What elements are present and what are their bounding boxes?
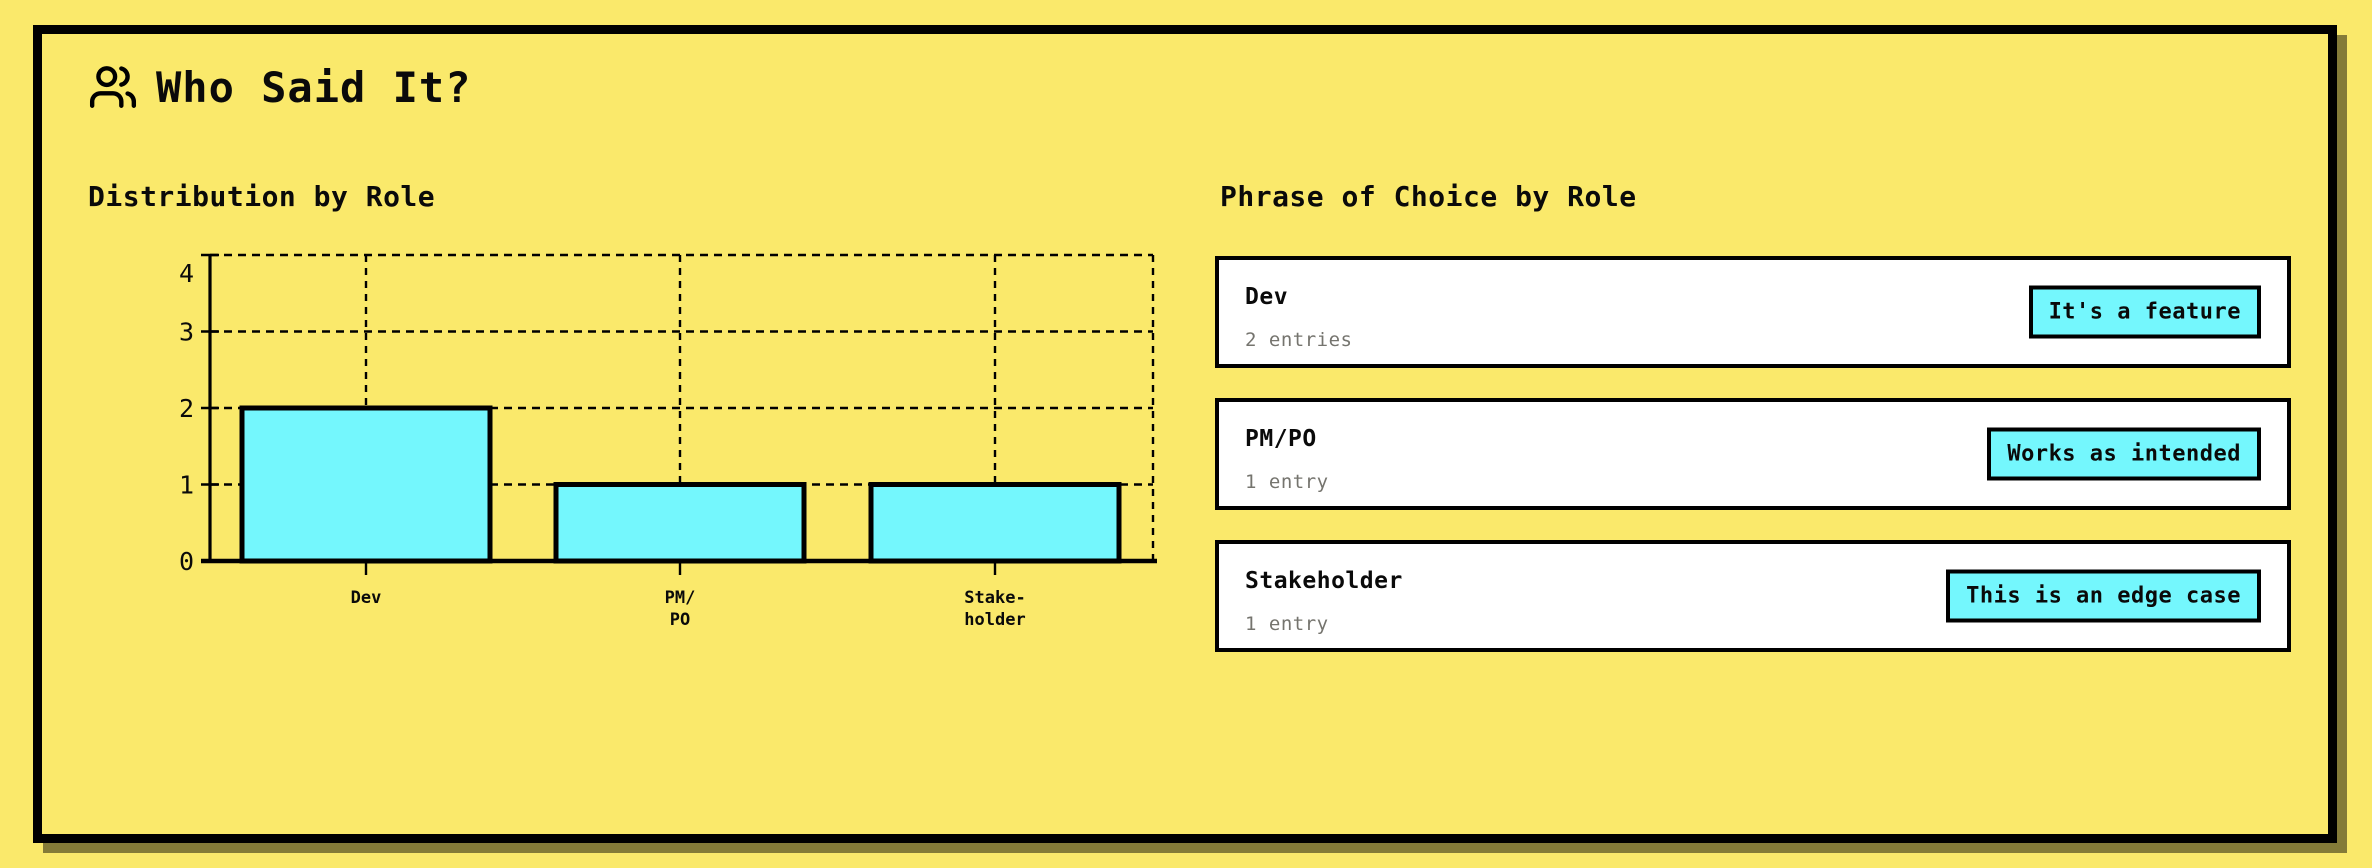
phrase-badge[interactable]: Works as intended [1987,427,2261,481]
x-tick-label: Dev [351,588,382,608]
phrase-badge[interactable]: It's a feature [2028,285,2261,339]
role-name: Stakeholder [1245,568,1403,594]
bar-PM/PO [553,482,807,564]
y-tick-label: 1 [179,471,194,500]
app-header: Who Said It? [88,62,471,112]
y-tick-label: 3 [179,318,194,347]
phrase-badge[interactable]: This is an edge case [1946,569,2261,623]
y-tick-label: 0 [179,547,194,576]
role-name: PM/PO [1245,426,1317,452]
role-name: Dev [1245,284,1289,310]
distribution-chart: 0 1 2 3 4 Dev PM/PO Stake-holder [160,231,1180,651]
bar-chart-svg: 0 1 2 3 4 Dev PM/PO Stake-holder [179,253,1157,630]
entry-count: 1 entry [1245,471,1329,493]
x-tick-label: PO [670,610,690,630]
main-panel: Who Said It? Distribution by Role Phrase… [33,25,2337,843]
x-tick-label: holder [964,610,1025,630]
x-tick-label: Stake- [964,588,1025,608]
bar-Stakeholder [868,482,1122,564]
y-tick-label: 4 [179,259,194,288]
users-icon [88,62,138,112]
entry-count: 1 entry [1245,613,1329,635]
page-title: Who Said It? [156,62,472,112]
phrases-section-heading: Phrase of Choice by Role [1220,180,1637,213]
role-card-stakeholder: Stakeholder 1 entry This is an edge case [1215,540,2291,652]
phrase-cards-list: Dev 2 entries It's a feature PM/PO 1 ent… [1215,256,2291,652]
role-card-pmpo: PM/PO 1 entry Works as intended [1215,398,2291,510]
role-card-dev: Dev 2 entries It's a feature [1215,256,2291,368]
bar-Dev [239,405,493,564]
entry-count: 2 entries [1245,329,1353,351]
y-tick-label: 2 [179,394,194,423]
x-tick-label: PM/ [665,588,696,608]
distribution-section-heading: Distribution by Role [88,180,436,213]
